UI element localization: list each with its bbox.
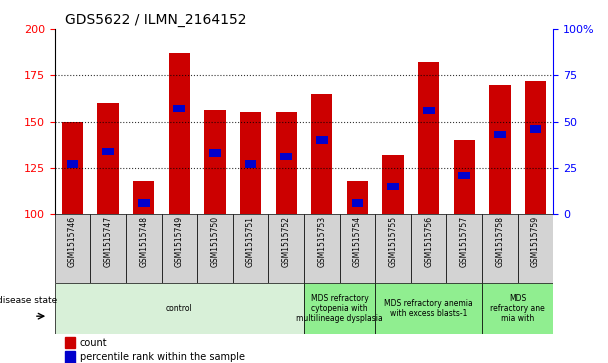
FancyBboxPatch shape <box>304 283 375 334</box>
FancyBboxPatch shape <box>482 283 553 334</box>
Bar <box>489 85 511 214</box>
Bar <box>382 155 404 214</box>
Bar <box>530 125 541 133</box>
Text: control: control <box>166 304 193 313</box>
FancyBboxPatch shape <box>517 214 553 283</box>
Bar <box>209 150 221 157</box>
Bar <box>347 181 368 214</box>
FancyBboxPatch shape <box>91 214 126 283</box>
Bar <box>418 62 440 214</box>
FancyBboxPatch shape <box>340 214 375 283</box>
Text: GSM1515750: GSM1515750 <box>210 216 219 268</box>
Text: GSM1515749: GSM1515749 <box>175 216 184 268</box>
Text: GSM1515754: GSM1515754 <box>353 216 362 268</box>
Text: GSM1515752: GSM1515752 <box>282 216 291 267</box>
Bar <box>316 136 328 144</box>
Text: GSM1515756: GSM1515756 <box>424 216 433 268</box>
Text: MDS refractory
cytopenia with
multilineage dysplasia: MDS refractory cytopenia with multilinea… <box>296 294 383 323</box>
Bar <box>173 105 185 113</box>
Bar <box>275 113 297 214</box>
Text: GSM1515746: GSM1515746 <box>68 216 77 268</box>
Bar <box>133 181 154 214</box>
Bar <box>423 107 435 114</box>
Bar <box>244 160 257 168</box>
Bar <box>204 110 226 214</box>
FancyBboxPatch shape <box>55 214 91 283</box>
FancyBboxPatch shape <box>375 214 411 283</box>
FancyBboxPatch shape <box>375 283 482 334</box>
Bar <box>97 103 119 214</box>
Text: GSM1515748: GSM1515748 <box>139 216 148 267</box>
Text: GSM1515757: GSM1515757 <box>460 216 469 268</box>
Bar <box>64 337 75 348</box>
FancyBboxPatch shape <box>126 214 162 283</box>
FancyBboxPatch shape <box>55 283 304 334</box>
Bar <box>138 199 150 207</box>
Bar <box>494 131 506 138</box>
Bar <box>240 113 261 214</box>
Bar <box>454 140 475 214</box>
Text: GSM1515759: GSM1515759 <box>531 216 540 268</box>
Bar <box>458 172 470 179</box>
FancyBboxPatch shape <box>162 214 197 283</box>
Bar <box>62 122 83 214</box>
Text: percentile rank within the sample: percentile rank within the sample <box>80 352 244 362</box>
Bar <box>311 94 333 214</box>
Bar <box>67 160 78 168</box>
Text: disease state: disease state <box>0 297 58 305</box>
Text: GSM1515747: GSM1515747 <box>103 216 112 268</box>
Text: GDS5622 / ILMN_2164152: GDS5622 / ILMN_2164152 <box>64 13 246 26</box>
Text: GSM1515753: GSM1515753 <box>317 216 326 268</box>
Text: MDS refractory anemia
with excess blasts-1: MDS refractory anemia with excess blasts… <box>384 299 473 318</box>
Text: count: count <box>80 338 107 348</box>
Bar <box>387 183 399 190</box>
Text: GSM1515751: GSM1515751 <box>246 216 255 267</box>
FancyBboxPatch shape <box>197 214 233 283</box>
Bar <box>102 147 114 155</box>
FancyBboxPatch shape <box>233 214 268 283</box>
Bar <box>525 81 546 214</box>
Bar <box>168 53 190 214</box>
Text: GSM1515758: GSM1515758 <box>496 216 505 267</box>
FancyBboxPatch shape <box>304 214 340 283</box>
FancyBboxPatch shape <box>411 214 446 283</box>
FancyBboxPatch shape <box>268 214 304 283</box>
Bar <box>280 153 292 160</box>
Text: MDS
refractory ane
mia with: MDS refractory ane mia with <box>490 294 545 323</box>
Bar <box>351 199 364 207</box>
FancyBboxPatch shape <box>446 214 482 283</box>
FancyBboxPatch shape <box>482 214 517 283</box>
Bar <box>64 351 75 363</box>
Text: GSM1515755: GSM1515755 <box>389 216 398 268</box>
